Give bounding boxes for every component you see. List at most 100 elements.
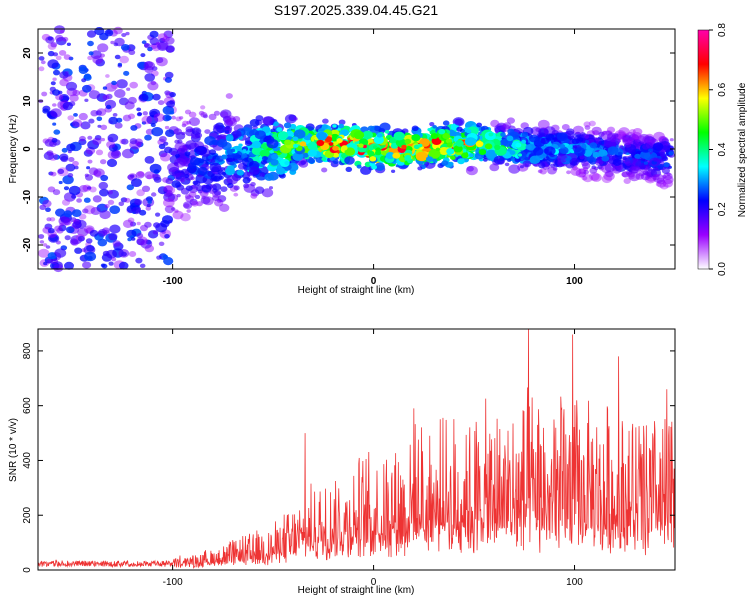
spectrogram-cell xyxy=(417,143,423,148)
spectrogram-cell xyxy=(114,54,121,60)
spectrogram-cell xyxy=(594,166,599,171)
spectrogram-cell xyxy=(583,169,589,175)
spectrogram-cell xyxy=(445,138,452,144)
spectrogram-cell xyxy=(162,254,169,259)
spectrogram-cell xyxy=(591,173,602,182)
spectrogram-cell xyxy=(181,131,186,136)
spectrogram-cell xyxy=(46,258,53,264)
spectrogram-cell xyxy=(129,221,137,227)
spectrogram-cell xyxy=(518,153,522,157)
spectrogram-cell xyxy=(82,208,89,214)
spectrogram-cell xyxy=(461,152,469,159)
spectrogram-cell xyxy=(92,137,102,146)
spectrogram-cell xyxy=(668,151,674,156)
spectrogram-cell xyxy=(194,132,203,139)
spectrogram-cell xyxy=(432,125,437,129)
spectrogram-cell xyxy=(362,130,374,140)
spectrogram-cell xyxy=(184,109,192,115)
spectrogram-cell xyxy=(50,81,56,86)
spectrogram-cell xyxy=(87,40,94,47)
spectrogram-cell xyxy=(625,161,631,166)
spectrogram-cell xyxy=(145,196,153,202)
colorbar-tick-label: 0.2 xyxy=(717,202,728,216)
spectrogram-cell xyxy=(78,66,89,74)
spectrogram-cell xyxy=(59,78,69,87)
spectrogram-cell xyxy=(533,147,544,156)
spectrogram-cell xyxy=(617,151,623,156)
spectrogram-cell xyxy=(68,157,75,162)
spectrogram-cell xyxy=(475,140,484,148)
spectrogram-cell xyxy=(204,129,211,135)
spectrogram-cell xyxy=(70,122,75,127)
spectrogram-cell xyxy=(144,221,152,228)
spectrogram-cell xyxy=(102,94,110,101)
spectrogram-cell xyxy=(662,144,671,151)
spectrogram-cell xyxy=(601,155,610,162)
spectrogram-cell xyxy=(242,149,247,153)
spectrogram-cell xyxy=(197,166,208,176)
spectrogram-cell xyxy=(539,168,547,175)
spectrogram-cell xyxy=(189,117,200,126)
spectrogram-cell xyxy=(165,36,175,45)
spectrogram-cell xyxy=(221,154,228,160)
spectrogram-cell xyxy=(112,240,121,247)
spectrogram-cell xyxy=(100,159,107,165)
spectrogram-cell xyxy=(151,192,157,197)
spectrogram-cell xyxy=(65,81,78,91)
spectrogram-x-axis-label: Height of straight line (km) xyxy=(298,285,415,296)
spectrogram-cell xyxy=(126,229,137,239)
spectrogram-cell xyxy=(152,230,159,235)
spectrogram-cell xyxy=(266,138,279,149)
spectrogram-cell xyxy=(144,171,155,180)
spectrogram-cell xyxy=(107,133,119,143)
spectrogram-cell xyxy=(432,158,438,163)
spectrogram-cell xyxy=(153,222,161,228)
spectrogram-cell xyxy=(592,130,600,136)
spectrogram-cell xyxy=(59,222,64,227)
spectrogram-cell xyxy=(122,219,134,228)
spectrogram-cell xyxy=(107,199,115,205)
spectrogram-cell xyxy=(521,139,527,144)
spectrogram-cell xyxy=(117,62,123,67)
spectrogram-cell xyxy=(136,112,142,117)
spectrogram-cell xyxy=(508,164,521,174)
spectrogram-cell xyxy=(138,93,149,102)
y-tick-label: -10 xyxy=(22,189,33,204)
spectrogram-cell xyxy=(64,261,74,270)
spectrogram-cell xyxy=(595,159,604,166)
spectrogram-cell xyxy=(188,111,197,118)
spectrogram-cell xyxy=(126,87,131,91)
snr-x-ticks: -100 0 100 xyxy=(163,329,583,588)
spectrogram-cell xyxy=(507,158,512,162)
spectrogram-cell xyxy=(73,113,78,117)
spectrogram-cell xyxy=(106,158,118,168)
spectrogram-cell xyxy=(517,151,527,159)
spectrogram-cell xyxy=(260,159,268,165)
spectrogram-cell xyxy=(74,247,83,254)
spectrogram-cell xyxy=(332,152,339,158)
spectrogram-cell xyxy=(640,150,651,159)
spectrogram-cell xyxy=(242,157,254,167)
spectrogram-cell xyxy=(264,173,274,181)
spectrogram-cell xyxy=(46,217,52,222)
spectrogram-cell xyxy=(289,123,297,130)
spectrogram-cell xyxy=(224,115,236,125)
spectrogram-cell xyxy=(50,108,62,118)
spectrogram-cell xyxy=(63,54,71,60)
spectrogram-cell xyxy=(574,147,586,157)
spectrogram-cell xyxy=(111,80,117,86)
spectrogram-cell xyxy=(85,238,93,244)
spectrogram-cell xyxy=(227,157,234,162)
spectrogram-cell xyxy=(121,138,129,145)
spectrogram-cell xyxy=(82,84,92,93)
spectrogram-cell xyxy=(47,252,57,260)
spectrogram-cell xyxy=(269,186,273,190)
spectrogram-cell xyxy=(392,152,401,159)
spectrogram-cell xyxy=(302,152,309,158)
spectrogram-cell xyxy=(284,139,292,146)
spectrogram-cell xyxy=(164,77,172,83)
spectrogram-cell xyxy=(171,115,177,120)
spectrogram-cell xyxy=(559,144,566,149)
spectrogram-cell xyxy=(233,192,239,197)
